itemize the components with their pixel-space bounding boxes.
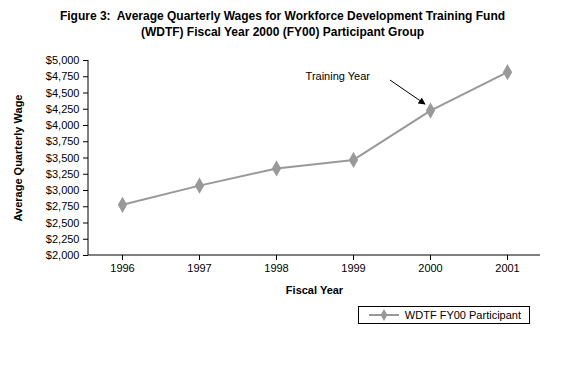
svg-text:Fiscal Year: Fiscal Year	[286, 284, 344, 296]
svg-text:2001: 2001	[495, 262, 519, 274]
svg-text:$3,750: $3,750	[46, 135, 80, 147]
html-text:Figure 3: Average Quarterly Wa: Figure 3: Average Quarterly Wages for Wo…	[59, 9, 506, 39]
svg-text:2000: 2000	[418, 262, 442, 274]
svg-text:Average Quarterly Wage: Average Quarterly Wage	[12, 95, 24, 222]
svg-text:$4,250: $4,250	[46, 103, 80, 115]
svg-text:$2,750: $2,750	[46, 200, 80, 212]
svg-text:1999: 1999	[341, 262, 365, 274]
svg-text:$2,250: $2,250	[46, 233, 80, 245]
svg-text:$4,000: $4,000	[46, 119, 80, 131]
svg-text:1998: 1998	[264, 262, 288, 274]
html-text:WDTF FY00 Participant: WDTF FY00 Participant	[404, 309, 521, 321]
svg-text:Training Year: Training Year	[306, 70, 371, 82]
svg-text:$3,000: $3,000	[46, 184, 80, 196]
svg-text:$4,750: $4,750	[46, 70, 80, 82]
svg-text:$2,500: $2,500	[46, 217, 80, 229]
svg-text:$2,000: $2,000	[46, 249, 80, 261]
svg-text:$3,500: $3,500	[46, 152, 80, 164]
svg-text:$3,250: $3,250	[46, 168, 80, 180]
svg-text:$4,500: $4,500	[46, 87, 80, 99]
svg-text:1996: 1996	[110, 262, 134, 274]
svg-text:$5,000: $5,000	[46, 54, 80, 66]
svg-text:1997: 1997	[187, 262, 211, 274]
